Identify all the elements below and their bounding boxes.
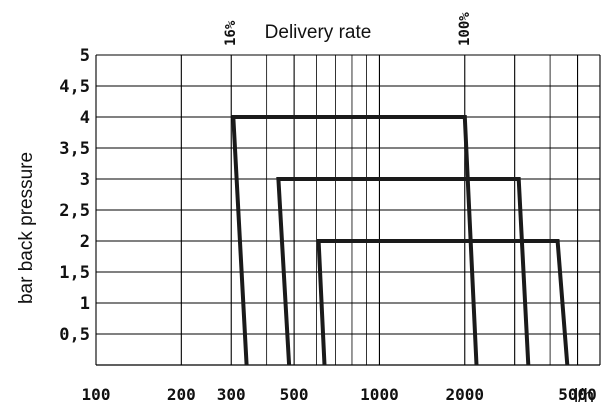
x-tick-label-1: 200: [167, 385, 196, 404]
y-tick-labels: 0,5 1 1,5 2 2,5 3 3,5 4 4,5 5: [59, 46, 90, 345]
x-tick-label-4: 1000: [360, 385, 399, 404]
x-tick-label-5: 2000: [445, 385, 484, 404]
x-tick-label-0: 100: [82, 385, 111, 404]
x-tick-label-2: 300: [217, 385, 246, 404]
y-tick-label-4: 2,5: [59, 201, 90, 221]
y-tick-label-6: 3,5: [59, 139, 90, 159]
y-tick-label-7: 4: [80, 108, 90, 128]
series-layer: [231, 115, 570, 366]
y-tick-label-0: 0,5: [59, 325, 90, 345]
series-line-1: [276, 177, 531, 366]
y-tick-label-3: 2: [80, 232, 90, 252]
y-tick-label-9: 5: [80, 46, 90, 66]
percent-mark-1: 100%: [457, 12, 473, 46]
y-tick-label-8: 4,5: [59, 77, 90, 97]
title-background: [253, 12, 410, 48]
x-tick-labels: 100 200 300 500 1000 2000 5000: [82, 385, 597, 404]
series-line-2: [316, 239, 570, 366]
chart-title: Delivery rate: [265, 22, 372, 43]
y-tick-label-5: 3: [80, 170, 90, 190]
y-axis-label: bar back pressure: [16, 152, 37, 304]
x-axis-label: l/h: [574, 386, 594, 407]
x-tick-label-6: 5000: [558, 385, 597, 404]
y-tick-label-1: 1: [80, 294, 90, 314]
x-tick-label-3: 500: [280, 385, 309, 404]
percent-mark-0: 16%: [223, 20, 239, 46]
percent-marks: 16% 100%: [223, 12, 473, 46]
y-tick-label-2: 1,5: [59, 263, 90, 283]
